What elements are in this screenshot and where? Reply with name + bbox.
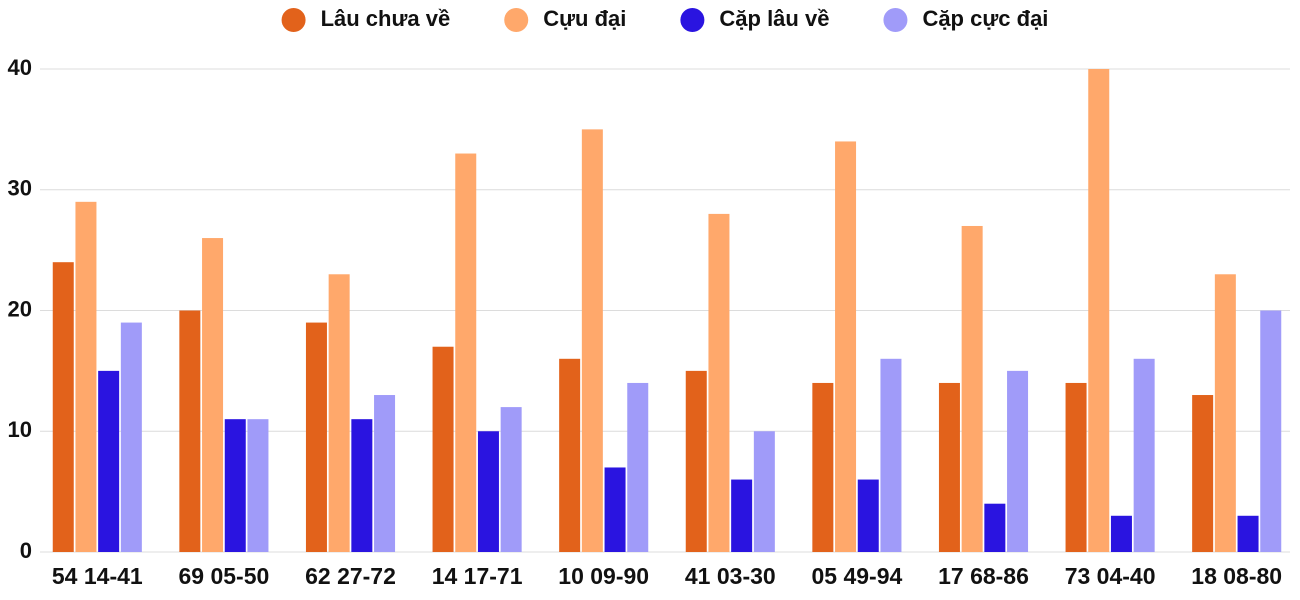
x-tick-label: 69 05-50 [178,563,269,589]
x-tick-label: 18 08-80 [1191,563,1282,589]
bar [120,322,142,552]
legend-marker [680,8,705,32]
bar [455,153,477,552]
x-tick-label: 54 14-41 [52,563,143,589]
x-tick-label: 73 04-40 [1065,563,1156,589]
bar [685,370,707,552]
legend-item: Cặp lâu về [680,6,829,32]
bar [1260,310,1282,552]
y-tick-label: 40 [8,55,32,80]
bar [500,407,522,552]
bar [880,358,902,552]
bar [581,129,603,552]
bar [1214,274,1236,552]
bar [604,467,626,552]
legend-label: Cặp cực đại [922,6,1048,31]
bar [753,431,775,552]
bar [961,225,983,552]
legend-item: Cặp cực đại [883,6,1048,32]
bar [1237,515,1259,552]
legend-label: Cặp lâu về [719,6,829,31]
bar [477,431,499,552]
bar [374,395,396,552]
bar [1133,358,1155,552]
bar [1007,370,1029,552]
bar [559,358,581,552]
bar [1088,69,1110,552]
bar [224,419,246,552]
x-tick-label: 14 17-71 [432,563,523,589]
legend: Lâu chưa về Cựu đại Cặp lâu về Cặp cực đại [281,6,1048,32]
x-tick-label: 17 68-86 [938,563,1029,589]
bar [52,262,74,552]
bar [351,419,373,552]
bar [708,213,730,552]
legend-item: Cựu đại [504,6,626,32]
bar [432,346,454,552]
bar [731,479,753,552]
y-tick-label: 20 [8,296,32,321]
x-tick-label: 62 27-72 [305,563,396,589]
legend-item: Lâu chưa về [281,6,451,32]
legend-marker [504,8,529,32]
x-tick-label: 10 09-90 [558,563,649,589]
bar [627,382,649,552]
bar [75,201,97,552]
bar [1110,515,1132,552]
bar [328,274,350,552]
x-tick-label: 41 03-30 [685,563,776,589]
legend-marker [883,8,908,32]
bar [247,419,269,552]
bar [179,310,201,552]
y-tick-label: 10 [8,417,32,442]
x-tick-label: 05 49-94 [811,563,902,589]
bar [835,141,857,552]
bar [202,238,224,553]
bar [857,479,879,552]
bar [305,322,327,552]
y-tick-label: 0 [20,538,32,563]
legend-label: Lâu chưa về [321,6,451,31]
y-tick-label: 30 [8,176,32,201]
bar [938,382,960,552]
bar [1192,395,1214,552]
legend-marker [281,8,306,32]
bar [984,503,1006,552]
bar [812,382,834,552]
bar [98,370,120,552]
bar [1065,382,1087,552]
legend-label: Cựu đại [543,6,626,31]
